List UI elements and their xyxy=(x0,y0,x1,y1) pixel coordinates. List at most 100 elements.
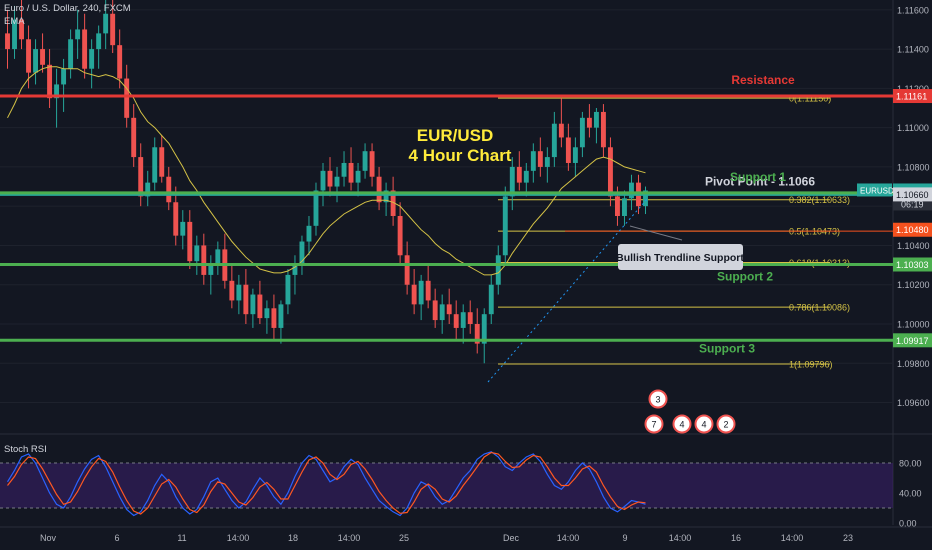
event-badge-count: 2 xyxy=(723,420,728,430)
candle xyxy=(362,151,368,171)
level-price-tag-text: 1.10303 xyxy=(896,260,929,270)
candle xyxy=(131,117,137,158)
price-tag xyxy=(893,222,932,237)
candle xyxy=(201,245,207,275)
indicator-label: EMA xyxy=(4,16,25,27)
candle xyxy=(523,170,529,183)
x-tick-label: 14:00 xyxy=(338,533,361,543)
candle xyxy=(271,308,277,328)
symbol-header: Euro / U.S. Dollar, 240, FXCM xyxy=(4,3,131,14)
candle xyxy=(397,216,403,256)
candle xyxy=(460,312,466,328)
level-label: Resistance xyxy=(731,73,795,87)
y-tick-label: 1.10200 xyxy=(897,280,930,290)
event-badge-count: 4 xyxy=(679,420,684,430)
x-tick-label: 25 xyxy=(399,533,409,543)
rsi-d-line xyxy=(7,451,646,515)
fib-label: 0.382(1.10633) xyxy=(789,195,850,205)
candle xyxy=(229,280,235,301)
candle xyxy=(411,284,417,305)
candle xyxy=(551,123,557,158)
candle xyxy=(299,241,305,266)
candle xyxy=(334,176,340,187)
candle xyxy=(488,284,494,315)
annotation-text: Bullish Trendline Support xyxy=(616,252,744,264)
candle xyxy=(257,294,263,319)
candle xyxy=(600,111,606,148)
candle xyxy=(474,324,480,344)
candle xyxy=(54,84,60,99)
candle xyxy=(145,182,151,197)
event-badge xyxy=(644,414,664,434)
price-tag-text: 1.10660 xyxy=(896,190,929,200)
event-badge-count: 3 xyxy=(655,395,660,405)
level-price-tag xyxy=(893,257,932,272)
fib-label: 1(1.09796) xyxy=(789,360,833,370)
candle xyxy=(208,265,214,275)
x-tick-label: 14:00 xyxy=(557,533,580,543)
candle xyxy=(544,157,550,167)
event-badges[interactable]: 3 7 4 4 2 xyxy=(644,389,736,434)
candle xyxy=(278,304,284,328)
candle xyxy=(481,314,487,344)
candle xyxy=(250,294,256,315)
event-badge-count: 7 xyxy=(651,420,656,430)
bullish-trendline xyxy=(487,197,649,383)
candle xyxy=(586,117,592,128)
y-tick-label: 1.11600 xyxy=(897,5,929,15)
candle xyxy=(558,123,564,138)
event-badge xyxy=(694,414,714,434)
x-tick-label: 14:00 xyxy=(669,533,692,543)
candle xyxy=(432,300,438,321)
candle xyxy=(96,33,102,50)
candle xyxy=(341,162,347,177)
price-axis-tags: 1.111611.106681.103031.09917EURUSD1.1068… xyxy=(857,89,932,348)
stoch-rsi-pane: 80.00 40.00 0.00 Stoch RSI xyxy=(0,444,922,529)
x-tick-label: 6 xyxy=(114,533,119,543)
price-tag-text: 1.10480 xyxy=(896,225,929,235)
candle xyxy=(40,49,46,65)
candle xyxy=(180,221,186,236)
candle xyxy=(622,198,627,216)
chart-subtitle: 4 Hour Chart xyxy=(409,146,512,165)
annotation-callout: Bullish Trendline Support xyxy=(616,225,744,270)
candle xyxy=(502,196,508,256)
y-tick-label: 1.11000 xyxy=(897,123,929,133)
x-tick-label: 16 xyxy=(731,533,741,543)
level-label: Pivot Point - 1.1066 xyxy=(705,174,815,188)
x-tick-label: 9 xyxy=(622,533,627,543)
candle xyxy=(187,221,193,262)
time-axis: Nov 6 11 14:00 18 14:00 25 Dec 14:00 9 14:00 16 14:0… xyxy=(40,533,853,543)
candle xyxy=(138,157,144,197)
candle xyxy=(19,19,24,40)
candle xyxy=(264,308,270,319)
candle xyxy=(313,190,319,226)
x-tick-label: Dec xyxy=(503,533,520,543)
candle xyxy=(629,182,634,199)
x-tick-label: 14:00 xyxy=(227,533,250,543)
candle xyxy=(33,49,39,73)
y-tick-label: 1.10000 xyxy=(897,320,930,330)
y-tick-label: 1.10800 xyxy=(897,162,930,172)
rsi-y-tick: 40.00 xyxy=(899,489,922,499)
symbol-tag xyxy=(857,183,892,197)
candle xyxy=(453,314,459,328)
candle xyxy=(215,249,221,266)
event-badge-count: 4 xyxy=(701,420,706,430)
candle xyxy=(68,39,74,69)
candlestick-series xyxy=(5,0,648,364)
price-tag xyxy=(893,187,932,202)
candle xyxy=(61,68,67,85)
candle xyxy=(194,245,200,262)
candle xyxy=(390,190,396,216)
level-price-tag-text: 1.11161 xyxy=(896,92,927,102)
x-tick-label: 23 xyxy=(843,533,853,543)
candle xyxy=(404,255,410,285)
candle xyxy=(26,39,31,73)
rsi-k-line xyxy=(6,451,646,517)
candle xyxy=(495,255,501,285)
candle xyxy=(173,202,179,236)
x-tick-label: 11 xyxy=(177,533,186,543)
event-badge xyxy=(716,414,736,434)
